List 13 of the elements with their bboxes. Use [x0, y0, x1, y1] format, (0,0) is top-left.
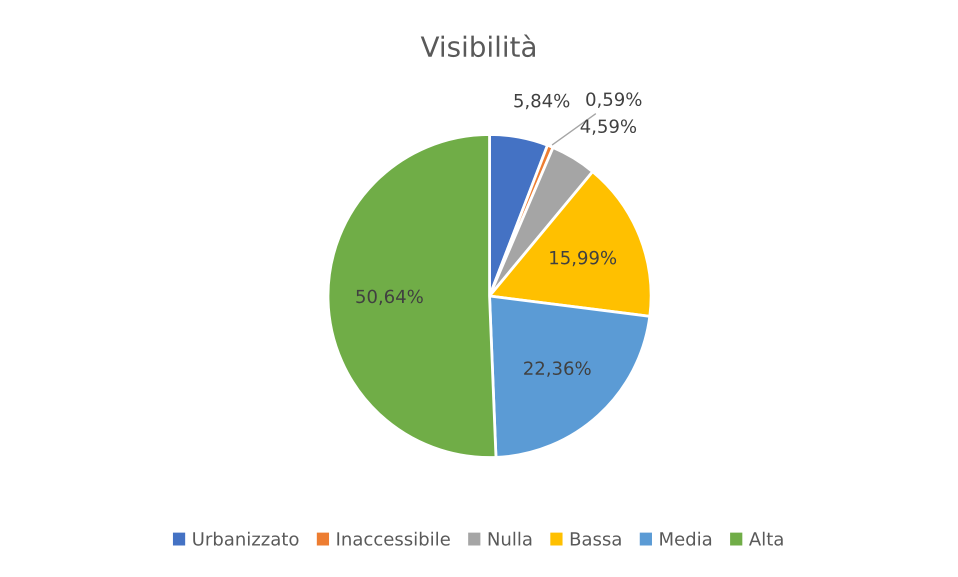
chart-title: Visibilità	[420, 34, 535, 58]
data-label: 15,99%	[550, 250, 616, 266]
legend-label: Urbanizzato	[193, 532, 298, 546]
data-label: 22,36%	[524, 361, 591, 377]
data-label: 5,84%	[514, 94, 570, 110]
data-label: 50,64%	[356, 290, 423, 306]
legend-label: Alta	[748, 532, 783, 546]
data-label: 0,59%	[586, 92, 642, 108]
legend-label: Bassa	[570, 532, 621, 546]
legend-label: Media	[660, 532, 712, 546]
data-label: 4,59%	[580, 119, 636, 135]
legend-label: Inaccessibile	[337, 532, 450, 546]
legend-label: Nulla	[488, 532, 532, 546]
